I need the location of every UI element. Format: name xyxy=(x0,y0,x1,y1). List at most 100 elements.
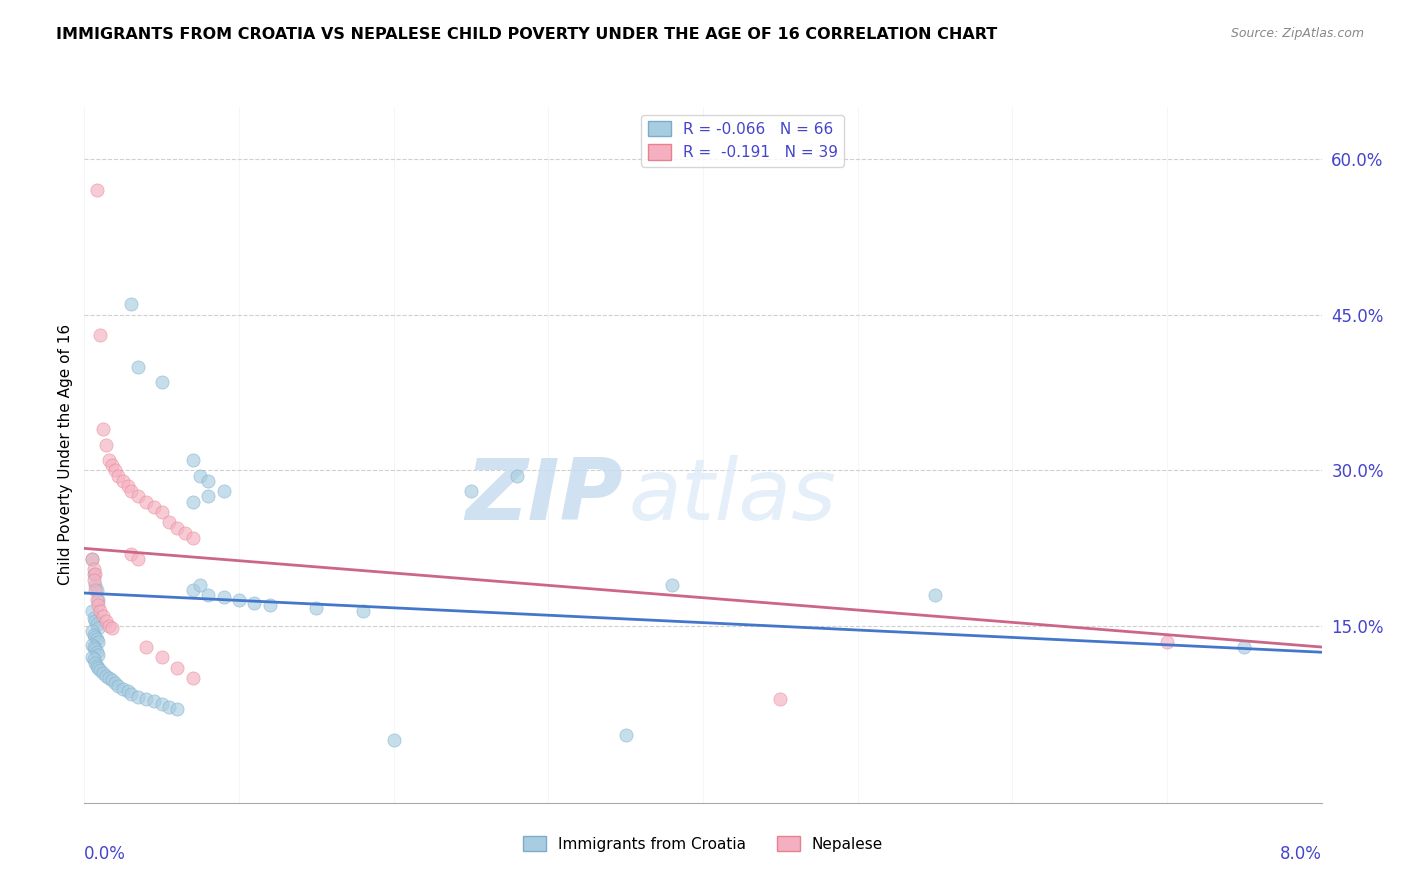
Point xyxy=(84,578,107,592)
Point xyxy=(107,680,129,694)
Point xyxy=(1233,640,1256,654)
Point xyxy=(86,658,108,673)
Point xyxy=(87,648,110,663)
Point xyxy=(83,573,105,587)
Point xyxy=(150,376,173,390)
Point xyxy=(352,604,374,618)
Point xyxy=(181,453,204,467)
Point xyxy=(94,614,117,628)
Point xyxy=(89,604,111,618)
Point xyxy=(128,690,150,704)
Point xyxy=(1156,635,1178,649)
Point xyxy=(83,627,105,641)
Point xyxy=(506,468,529,483)
Point xyxy=(181,671,204,685)
Point xyxy=(84,567,107,582)
Point xyxy=(87,599,110,613)
Point xyxy=(117,683,139,698)
Point xyxy=(128,551,150,566)
Point xyxy=(86,632,108,646)
Point xyxy=(460,484,482,499)
Point xyxy=(87,635,110,649)
Point xyxy=(86,593,108,607)
Point xyxy=(112,474,135,488)
Point xyxy=(98,671,121,685)
Point xyxy=(120,484,142,499)
Point xyxy=(101,458,124,473)
Point xyxy=(117,479,139,493)
Point xyxy=(305,600,328,615)
Point xyxy=(212,484,235,499)
Point xyxy=(91,665,114,680)
Point xyxy=(87,621,110,635)
Point xyxy=(197,490,219,504)
Point xyxy=(84,582,107,597)
Point xyxy=(86,645,108,659)
Point xyxy=(128,490,150,504)
Point xyxy=(101,621,124,635)
Point xyxy=(181,582,204,597)
Y-axis label: Child Poverty Under the Age of 16: Child Poverty Under the Age of 16 xyxy=(58,325,73,585)
Point xyxy=(84,656,107,670)
Point xyxy=(83,562,105,576)
Point xyxy=(259,599,281,613)
Point xyxy=(107,468,129,483)
Point xyxy=(82,624,104,639)
Point xyxy=(150,697,173,711)
Point xyxy=(143,500,166,514)
Point xyxy=(82,551,104,566)
Point xyxy=(614,728,637,742)
Point xyxy=(166,661,188,675)
Point xyxy=(120,547,142,561)
Text: 8.0%: 8.0% xyxy=(1279,845,1322,863)
Point xyxy=(104,676,127,690)
Text: atlas: atlas xyxy=(628,455,837,538)
Point xyxy=(120,687,142,701)
Point xyxy=(135,692,157,706)
Point xyxy=(82,604,104,618)
Point xyxy=(83,611,105,625)
Point xyxy=(661,578,683,592)
Point xyxy=(84,642,107,657)
Point xyxy=(82,551,104,566)
Point xyxy=(86,582,108,597)
Point xyxy=(181,494,204,508)
Point xyxy=(86,183,108,197)
Point xyxy=(89,328,111,343)
Point xyxy=(86,617,108,632)
Point xyxy=(924,588,946,602)
Point xyxy=(82,638,104,652)
Point xyxy=(83,640,105,654)
Point xyxy=(98,453,121,467)
Text: 0.0%: 0.0% xyxy=(84,845,127,863)
Point xyxy=(94,437,117,451)
Text: ZIP: ZIP xyxy=(465,455,623,538)
Text: IMMIGRANTS FROM CROATIA VS NEPALESE CHILD POVERTY UNDER THE AGE OF 16 CORRELATIO: IMMIGRANTS FROM CROATIA VS NEPALESE CHIL… xyxy=(56,27,997,42)
Point xyxy=(84,614,107,628)
Point xyxy=(101,673,124,688)
Point xyxy=(91,608,114,623)
Point xyxy=(150,650,173,665)
Text: Source: ZipAtlas.com: Source: ZipAtlas.com xyxy=(1230,27,1364,40)
Point xyxy=(94,669,117,683)
Point xyxy=(243,596,266,610)
Point xyxy=(135,494,157,508)
Point xyxy=(150,505,173,519)
Point xyxy=(83,652,105,666)
Point xyxy=(82,650,104,665)
Point xyxy=(769,692,792,706)
Point xyxy=(104,463,127,477)
Point xyxy=(83,567,105,582)
Point xyxy=(143,694,166,708)
Point xyxy=(87,593,110,607)
Legend: Immigrants from Croatia, Nepalese: Immigrants from Croatia, Nepalese xyxy=(517,830,889,858)
Point xyxy=(135,640,157,654)
Point xyxy=(120,297,142,311)
Point xyxy=(166,520,188,534)
Point xyxy=(188,578,212,592)
Point xyxy=(382,733,405,747)
Point xyxy=(112,681,135,696)
Point xyxy=(87,661,110,675)
Point xyxy=(84,630,107,644)
Point xyxy=(159,700,181,714)
